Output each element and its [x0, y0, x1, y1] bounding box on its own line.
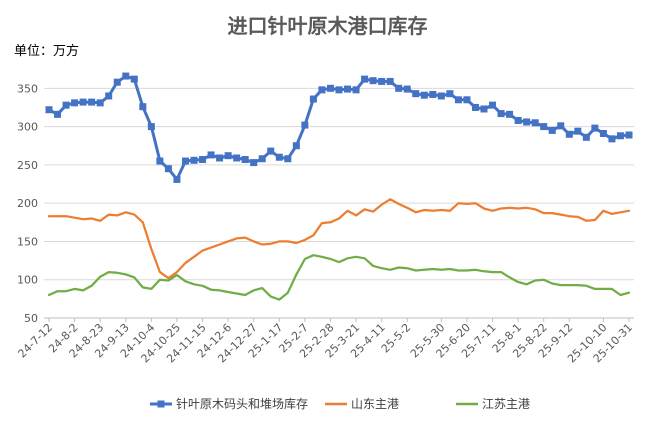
data-point: [420, 91, 428, 99]
gridlines: [44, 87, 634, 319]
data-point: [471, 103, 479, 111]
data-point: [386, 77, 394, 85]
data-point: [105, 92, 113, 100]
data-point: [523, 118, 531, 126]
y-tick-label: 300: [17, 121, 38, 134]
data-point: [199, 156, 207, 164]
data-point: [369, 77, 377, 85]
data-point: [480, 105, 488, 113]
data-point: [233, 154, 241, 162]
data-point: [599, 129, 607, 137]
data-point: [531, 119, 539, 127]
data-point: [548, 126, 556, 134]
data-point: [284, 155, 292, 163]
y-tick-label: 350: [17, 82, 38, 95]
data-point: [156, 157, 164, 165]
data-point: [318, 86, 326, 94]
data-point: [216, 154, 224, 162]
data-point: [122, 72, 130, 80]
legend-label: 江苏主港: [482, 397, 530, 411]
series-layer: [45, 72, 633, 301]
data-point: [344, 85, 352, 93]
data-point: [582, 133, 590, 141]
data-point: [335, 86, 343, 94]
y-tick-label: 50: [24, 312, 38, 325]
data-point: [446, 90, 454, 98]
data-point: [429, 90, 437, 98]
data-point: [395, 84, 403, 92]
data-point: [625, 131, 633, 139]
data-point: [463, 96, 471, 104]
series-line-1: [47, 198, 631, 280]
data-point: [181, 157, 189, 165]
series-line-2: [47, 254, 631, 301]
data-point: [454, 96, 462, 104]
data-point: [292, 142, 300, 150]
data-point: [557, 122, 565, 130]
data-point: [224, 152, 232, 160]
data-point: [301, 121, 309, 129]
legend-label: 针叶原木码头和堆场库存: [176, 396, 308, 411]
data-point: [309, 95, 317, 103]
legend-label: 山东主港: [351, 397, 399, 411]
data-point: [258, 155, 266, 163]
data-point: [437, 92, 445, 100]
data-point: [565, 130, 573, 138]
unit-label: 单位：万方: [14, 44, 80, 59]
data-point: [190, 156, 198, 164]
data-point: [489, 101, 497, 109]
data-point: [173, 175, 181, 183]
data-point: [574, 127, 582, 135]
data-point: [361, 75, 369, 83]
data-point: [514, 116, 522, 124]
x-axis: 24-7-1224-8-224-8-2324-9-1324-10-424-10-…: [16, 318, 635, 365]
data-point: [96, 99, 104, 107]
data-point: [497, 110, 505, 118]
data-point: [164, 165, 172, 173]
data-point: [616, 132, 624, 140]
chart-title: 进口针叶原木港口库存: [227, 14, 428, 38]
data-point: [45, 106, 53, 114]
data-point: [207, 151, 215, 159]
data-point: [412, 90, 420, 98]
data-point: [88, 98, 96, 106]
data-point: [130, 75, 138, 83]
data-point: [540, 123, 548, 131]
data-point: [326, 84, 334, 92]
data-point: [591, 124, 599, 132]
data-point: [241, 156, 249, 164]
data-point: [147, 123, 155, 131]
data-point: [378, 77, 386, 85]
y-tick-label: 250: [17, 159, 38, 172]
y-tick-label: 100: [17, 274, 38, 287]
data-point: [62, 101, 70, 109]
data-point: [608, 135, 616, 143]
legend-swatch-marker: [157, 400, 165, 408]
data-point: [54, 110, 62, 118]
data-point: [250, 159, 258, 167]
data-point: [403, 85, 411, 93]
data-point: [139, 103, 147, 111]
legend: 针叶原木码头和堆场库存 山东主港 江苏主港: [150, 396, 530, 411]
data-point: [113, 78, 121, 86]
data-point: [267, 147, 275, 155]
x-tick-label: 24-7-12: [16, 321, 56, 361]
data-point: [79, 98, 87, 106]
data-point: [71, 99, 79, 107]
data-point: [275, 153, 283, 161]
y-axis: 50 100 150 200 250 300 350: [17, 82, 38, 325]
data-point: [352, 86, 360, 94]
y-tick-label: 150: [17, 235, 38, 248]
data-point: [506, 110, 514, 118]
y-tick-label: 200: [17, 197, 38, 210]
